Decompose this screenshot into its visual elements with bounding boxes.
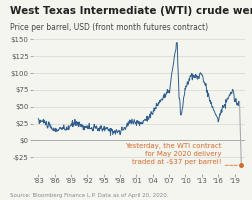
Text: Source: Bloomberg Finance L.P. Data as of April 20, 2020.: Source: Bloomberg Finance L.P. Data as o… (10, 193, 168, 198)
Text: Price per barrel, USD (front month futures contract): Price per barrel, USD (front month futur… (10, 23, 207, 32)
Text: Yesterday, the WTI contract
for May 2020 delivery
traded at -$37 per barrel!: Yesterday, the WTI contract for May 2020… (125, 143, 221, 165)
Text: West Texas Intermediate (WTI) crude went negative yesterday: West Texas Intermediate (WTI) crude went… (10, 6, 252, 16)
